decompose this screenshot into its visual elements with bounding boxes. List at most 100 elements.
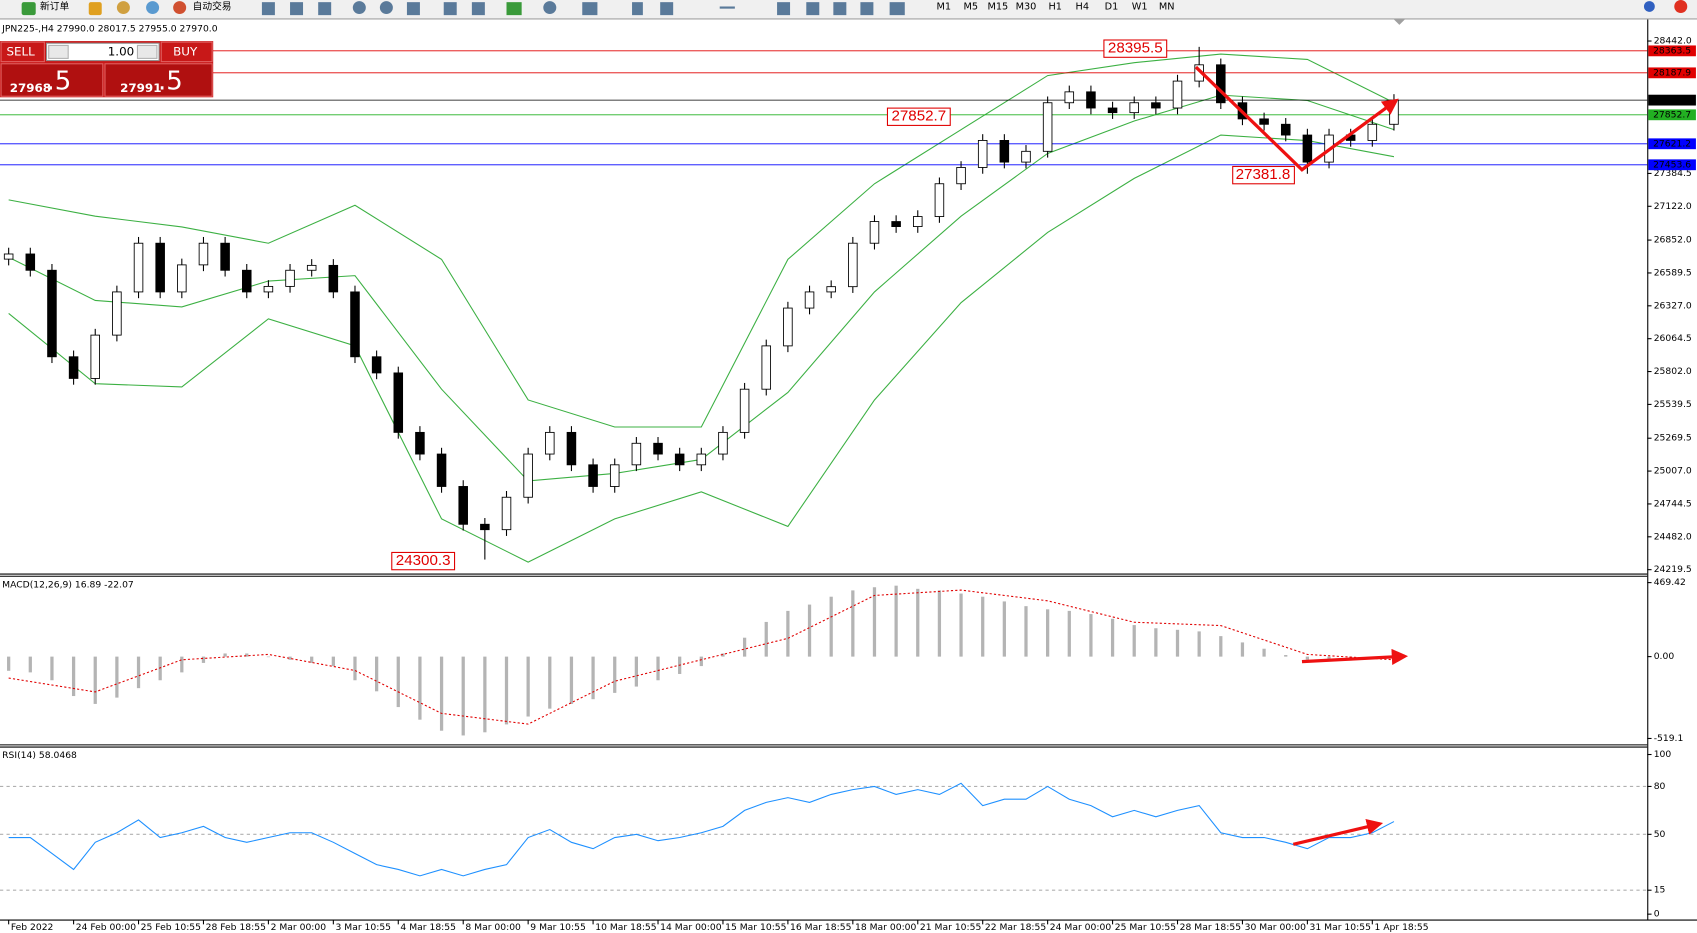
- toolbar-icon[interactable]: [318, 2, 332, 16]
- toolbar-icon[interactable]: [806, 2, 820, 16]
- sell-label[interactable]: SELL: [6, 44, 35, 58]
- timeframe-button[interactable]: M15: [987, 1, 1008, 12]
- buy-label[interactable]: BUY: [173, 44, 198, 58]
- macd-bar: [981, 596, 985, 657]
- timeframe-button[interactable]: D1: [1105, 1, 1119, 12]
- macd-bar: [764, 621, 768, 657]
- timeframe-button[interactable]: W1: [1132, 1, 1148, 12]
- lot-value[interactable]: 1.00: [108, 44, 134, 58]
- candle-body: [306, 264, 317, 271]
- candle-body: [545, 431, 555, 455]
- y-tick-label: 0.00: [1654, 651, 1675, 662]
- macd-bar: [699, 656, 703, 667]
- price-line-label: 28187.9: [1653, 67, 1691, 78]
- macd-bar: [201, 656, 206, 663]
- y-tick-label: 26327.0: [1654, 300, 1692, 311]
- toolbar-icon[interactable]: [506, 2, 522, 16]
- candle-body: [653, 442, 663, 455]
- lot-increase[interactable]: [136, 44, 158, 59]
- annotation-box: [391, 551, 456, 571]
- toolbar-icon[interactable]: [660, 2, 674, 16]
- timeframe-button[interactable]: M30: [1016, 1, 1037, 12]
- price-line-label: 28363.5: [1653, 45, 1691, 56]
- toolbar-icon[interactable]: [116, 1, 130, 15]
- candle-body: [350, 291, 360, 358]
- bid-box[interactable]: [0, 63, 104, 97]
- price-line-label-bg: [1648, 138, 1696, 150]
- search-icon[interactable]: [1643, 1, 1655, 12]
- toolbar-icon[interactable]: [582, 2, 598, 16]
- toolbar-icon[interactable]: [833, 2, 847, 16]
- level-annotation: 27852.7: [891, 108, 946, 125]
- ask-main: 27991: [120, 81, 161, 95]
- toolbar-icon[interactable]: [146, 1, 160, 15]
- y-tick-label: 27122.0: [1654, 201, 1692, 212]
- candle-body: [241, 269, 252, 293]
- toolbar-icon[interactable]: [290, 2, 304, 16]
- candle-body: [1107, 107, 1118, 114]
- toolbar-icon[interactable]: [471, 2, 485, 16]
- candle-body: [436, 453, 447, 487]
- toolbar-icon[interactable]: [889, 2, 905, 16]
- candle-body: [198, 242, 209, 266]
- trend-arrow: [1292, 818, 1384, 846]
- macd-bar: [158, 656, 162, 681]
- new-order-button[interactable]: 新订单: [40, 0, 69, 12]
- toolbar-icon[interactable]: [406, 2, 420, 16]
- high-annotation: 28395.5: [1108, 40, 1163, 57]
- candle-body: [1129, 102, 1139, 114]
- new-order-icon[interactable]: [21, 2, 36, 16]
- bollinger-upper: [8, 53, 1395, 428]
- toolbar-icon[interactable]: [860, 2, 874, 16]
- time-label: 28 Feb 18:55: [206, 922, 266, 933]
- toolbar-icon[interactable]: [261, 2, 275, 16]
- candle-body: [328, 264, 339, 293]
- auto-trading-icon[interactable]: [173, 1, 187, 15]
- candle-body: [393, 372, 404, 433]
- toolbar-icon[interactable]: [777, 2, 791, 16]
- timeframe-button[interactable]: M1: [936, 1, 951, 12]
- toolbar-icon[interactable]: [352, 1, 366, 15]
- lot-decrease[interactable]: [48, 44, 69, 59]
- candle-body: [631, 442, 642, 466]
- auto-trading-button[interactable]: 自动交易: [193, 0, 232, 12]
- macd-bar: [1154, 628, 1158, 657]
- candle-body: [977, 140, 988, 168]
- toolbar-icon[interactable]: [379, 1, 393, 15]
- sell-button[interactable]: [0, 41, 45, 63]
- timeframe-button[interactable]: H4: [1076, 1, 1090, 12]
- candle-body: [999, 140, 1010, 163]
- macd-bar: [504, 656, 509, 725]
- toolbar-icon[interactable]: [632, 2, 643, 16]
- toolbar-icon[interactable]: [543, 1, 557, 15]
- toolbar-icon[interactable]: [719, 6, 735, 9]
- macd-bar: [483, 656, 487, 733]
- candle-body: [913, 216, 923, 228]
- plots: 28442.0 27384.5 27122.0 26852.0 26589.5 26327…: [0, 24, 1696, 933]
- macd-bar: [375, 656, 379, 692]
- price-line-label-bg: [1648, 109, 1696, 121]
- timeframe-button[interactable]: MN: [1159, 1, 1175, 12]
- panel-title: JPN225-,H4 27990.0 28017.5 27955.0 27970…: [1, 24, 218, 35]
- lot-input[interactable]: [45, 42, 160, 62]
- candle-body: [1367, 123, 1378, 141]
- macd-bar: [1024, 606, 1028, 657]
- buy-button[interactable]: [160, 41, 213, 63]
- toolbar-icon[interactable]: [443, 2, 457, 16]
- y-tick-label: 25007.0: [1654, 466, 1692, 477]
- candle-body: [155, 242, 165, 293]
- macd-bar: [50, 656, 54, 681]
- macd-bar: [71, 656, 76, 697]
- bollinger-middle: [8, 94, 1395, 482]
- timeframe-button[interactable]: H1: [1048, 1, 1062, 12]
- ask-fraction: .5: [158, 67, 183, 97]
- macd-bar: [1089, 614, 1093, 657]
- macd-bar: [807, 604, 812, 657]
- ask-box[interactable]: [104, 63, 213, 97]
- time-label: 25 Feb 10:55: [141, 922, 201, 933]
- toolbar-icon[interactable]: [88, 2, 102, 16]
- candle-body: [609, 464, 620, 487]
- timeframe-button[interactable]: M5: [964, 1, 979, 12]
- y-tick-label: 50: [1654, 829, 1666, 840]
- notification-icon[interactable]: [1674, 0, 1688, 13]
